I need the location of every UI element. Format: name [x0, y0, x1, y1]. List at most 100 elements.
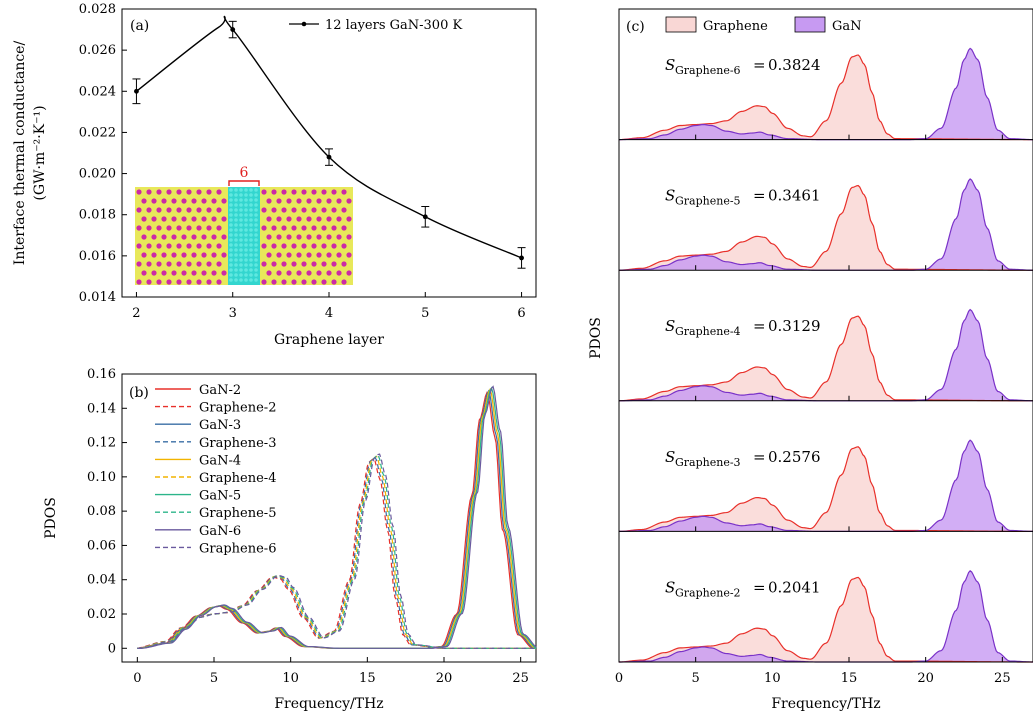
a-xtick-label: 3 [229, 306, 237, 321]
inset-atom [201, 234, 207, 240]
legend-label-graphene-4: Graphene-4 [199, 471, 276, 486]
inset-graphene-atom [229, 228, 233, 232]
series-line-gan-2 [137, 391, 536, 649]
inset-atom [326, 234, 332, 240]
inset-atom [321, 189, 327, 195]
panel-b: (b) 0 0.02 0.04 0.06 0.08 0.10 0.12 0.14 0.16 0 5… [43, 367, 537, 712]
inset-bracket-label: 6 [240, 165, 249, 181]
inset-graphene-atom [249, 208, 253, 212]
row-label-symbol: S [665, 317, 675, 335]
inset-atom [281, 243, 287, 249]
b-xtick-label: 10 [282, 671, 299, 686]
inset-atom [321, 261, 327, 267]
legend-label-graphene-2: Graphene-2 [199, 401, 276, 416]
inset-atom [221, 216, 227, 222]
inset-graphene-atom [234, 258, 238, 262]
inset-atom [156, 261, 162, 267]
panel-c-row: S Graphene-2 = 0.2041 [618, 569, 1033, 663]
row-label-value: 0.3824 [768, 56, 821, 74]
inset-graphene-atom [254, 263, 258, 267]
inset-atom [306, 234, 312, 240]
b-xtick-label: 25 [512, 671, 529, 686]
inset-atom [211, 198, 217, 204]
panel-b-x-ticks: 0 5 10 15 20 25 [133, 657, 529, 686]
inset-atom [206, 207, 212, 213]
inset-atom [156, 225, 162, 231]
inset-graphene-atom [239, 203, 243, 207]
inset-atom [166, 225, 172, 231]
inset-atom [316, 252, 322, 258]
inset-atom [216, 279, 222, 285]
inset-graphene-atom [249, 278, 253, 282]
inset-graphene-atom [254, 188, 258, 192]
inset-graphene-atom [254, 208, 258, 212]
a-ytick-label: 0.026 [79, 43, 116, 58]
inset-atom [306, 216, 312, 222]
row-label-equals: = [753, 578, 766, 596]
inset-atom [261, 261, 267, 267]
inset-graphene-atom [254, 248, 258, 252]
inset-atom [186, 279, 192, 285]
inset-atom [311, 243, 317, 249]
data-point [134, 88, 139, 94]
inset-graphene-atom [239, 223, 243, 227]
b-ytick-label: 0.16 [87, 367, 116, 382]
inset-graphene-atom [244, 268, 248, 272]
inset-atom [186, 243, 192, 249]
inset-graphene-atom [234, 203, 238, 207]
inset-atom [221, 252, 227, 258]
inset-graphene-atom [239, 278, 243, 282]
row-label-subscript: Graphene-2 [675, 586, 741, 599]
inset-atom [136, 207, 142, 213]
inset-graphene-atom [239, 243, 243, 247]
inset-atom [331, 279, 337, 285]
inset-graphene-atom [239, 253, 243, 257]
inset-graphene-atom [239, 233, 243, 237]
inset-graphene-atom [254, 243, 258, 247]
gan-area [619, 309, 1033, 401]
inset-graphene-atom [249, 203, 253, 207]
inset-atom [346, 270, 352, 276]
inset-graphene-atom [239, 213, 243, 217]
inset-atom [326, 216, 332, 222]
inset-graphene-atom [234, 238, 238, 242]
inset-graphene-atom [239, 228, 243, 232]
data-point [326, 154, 332, 160]
inset-graphene-atom [229, 258, 233, 262]
inset-atom [176, 279, 182, 285]
inset-atom [186, 207, 192, 213]
panel-a-plot [132, 15, 526, 269]
inset-atom [316, 234, 322, 240]
inset-atom [291, 279, 297, 285]
inset-atom [201, 198, 207, 204]
inset-atom [136, 279, 142, 285]
inset-graphene-atom [239, 188, 243, 192]
b-ytick-label: 0.02 [87, 607, 116, 622]
inset-graphene-atom [244, 223, 248, 227]
inset-atom [261, 207, 267, 213]
inset-graphene-atom [234, 213, 238, 217]
inset-atom [151, 216, 157, 222]
inset-atom [201, 216, 207, 222]
inset-atom [181, 198, 187, 204]
inset-atom [186, 189, 192, 195]
inset-atom [271, 207, 277, 213]
inset-atom [216, 243, 222, 249]
inset-graphene-atom [249, 223, 253, 227]
inset-atom [216, 261, 222, 267]
legend-label-graphene-6: Graphene-6 [199, 541, 276, 556]
row-label-subscript: Graphene-4 [675, 325, 741, 338]
panel-b-frame [121, 373, 537, 663]
inset-graphene-atom [229, 278, 233, 282]
panel-c-row: S Graphene-3 = 0.2576 [618, 439, 1033, 532]
inset-graphene-atom [249, 193, 253, 197]
inset-atom [316, 198, 322, 204]
inset-atom [211, 234, 217, 240]
inset-graphene-atom [229, 203, 233, 207]
inset-atom [311, 225, 317, 231]
inset-atom [301, 207, 307, 213]
inset-atom [176, 189, 182, 195]
inset-atom [161, 234, 167, 240]
data-point [230, 27, 236, 32]
inset-atom [281, 279, 287, 285]
